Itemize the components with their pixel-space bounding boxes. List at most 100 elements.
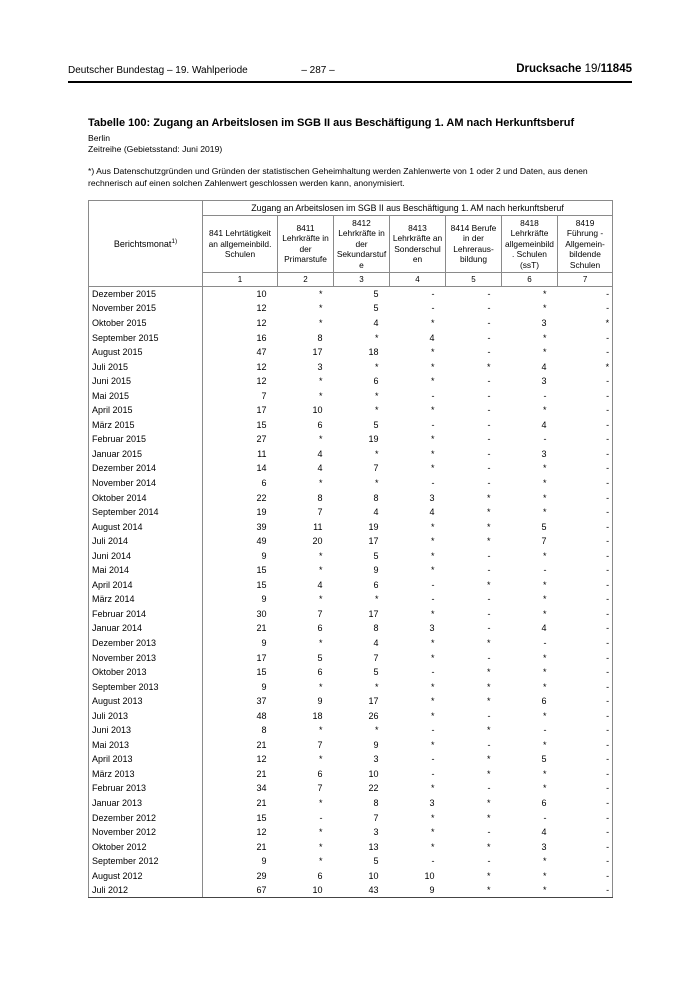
table-row: April 2015 17 10 * * - * - — [88, 402, 614, 418]
value-cell: - — [543, 390, 547, 401]
table-body: Dezember 2015 10 * 5- - * - November 2015 12 * 5- -… — [88, 286, 614, 899]
value-cell: - — [557, 853, 614, 869]
value-cell: * — [318, 434, 323, 445]
table-row: August 2015 47 17 18 * - * - — [88, 344, 614, 360]
value-cell: 19 — [202, 504, 278, 520]
value-cell: 37 — [202, 693, 278, 709]
value-cell: * — [542, 332, 547, 343]
month-cell: Dezember 2012 — [88, 810, 203, 825]
value-cell: 26 — [368, 710, 379, 721]
value-cell: 8 — [317, 332, 323, 343]
value-cell: * — [542, 783, 547, 794]
column-number: 4 — [389, 272, 446, 288]
month-cell: Dezember 2013 — [88, 635, 203, 651]
month-cell: Januar 2013 — [88, 795, 203, 811]
value-cell: - — [487, 317, 491, 328]
value-cell: * — [374, 361, 379, 372]
value-cell: 67 — [202, 883, 278, 899]
value-cell: 3 — [541, 841, 547, 852]
value-cell: * — [542, 550, 547, 561]
value-cell: 13 — [368, 841, 379, 852]
value-cell: * — [486, 681, 491, 692]
value-cell: 18 — [312, 710, 323, 721]
value-cell: 5 — [373, 667, 379, 678]
value-cell: - — [557, 606, 614, 622]
table-row: November 2015 12 * 5- - * - — [88, 301, 614, 316]
value-cell: - — [557, 693, 614, 709]
value-cell: - — [487, 419, 491, 430]
value-cell: 12 — [202, 752, 278, 767]
month-cell: Mai 2014 — [88, 562, 203, 578]
value-cell: * — [318, 754, 323, 765]
value-cell: 17 — [368, 696, 379, 707]
value-cell: - — [487, 783, 491, 794]
value-cell: * — [318, 637, 323, 648]
value-cell: - — [487, 405, 491, 416]
value-cell: 21 — [202, 839, 278, 854]
drucksache-number: 11845 — [600, 63, 632, 75]
value-cell: 9 — [373, 565, 379, 576]
value-cell: * — [430, 696, 435, 707]
value-cell: * — [318, 594, 323, 605]
table-row: Juli 2015 12 3 * * * 4 * — [88, 359, 614, 374]
value-cell: - — [487, 347, 491, 358]
value-cell: * — [430, 347, 435, 358]
value-cell: * — [486, 768, 491, 779]
value-cell: - — [487, 477, 491, 488]
table-row: Oktober 2013 15 6 5- * * - — [88, 664, 614, 680]
month-cell: August 2014 — [88, 519, 203, 534]
table-row: September 2012 9 * 5- - * - — [88, 853, 614, 869]
value-cell: - — [557, 548, 614, 563]
month-cell: September 2013 — [88, 679, 203, 694]
value-cell: - — [543, 725, 547, 736]
month-cell: Juni 2013 — [88, 723, 203, 738]
value-cell: 4 — [317, 448, 323, 459]
value-cell: 5 — [373, 856, 379, 867]
value-cell: 5 — [373, 419, 379, 430]
value-cell: * — [557, 315, 614, 331]
value-cell: * — [374, 405, 379, 416]
value-cell: 8 — [317, 492, 323, 503]
value-cell: * — [486, 696, 491, 707]
value-cell: 6 — [373, 376, 379, 387]
value-cell: - — [557, 504, 614, 520]
value-cell: 19 — [368, 434, 379, 445]
value-cell: - — [557, 461, 614, 476]
value-cell: 12 — [202, 315, 278, 331]
value-cell: 4 — [541, 361, 547, 372]
month-cell: April 2013 — [88, 752, 203, 767]
value-cell: - — [431, 419, 435, 430]
value-cell: - — [543, 812, 547, 823]
value-cell: * — [486, 754, 491, 765]
value-cell: * — [430, 376, 435, 387]
value-cell: 12 — [202, 301, 278, 316]
value-cell: - — [319, 812, 323, 823]
month-cell: Oktober 2014 — [88, 490, 203, 505]
month-cell: November 2013 — [88, 650, 203, 665]
value-cell: 18 — [368, 347, 379, 358]
value-cell: 9 — [202, 592, 278, 607]
value-cell: * — [318, 681, 323, 692]
column-number: 1 — [202, 272, 278, 288]
month-cell: November 2015 — [88, 301, 203, 316]
month-cell: Mai 2015 — [88, 388, 203, 403]
value-cell: 9 — [202, 635, 278, 651]
value-cell: - — [557, 562, 614, 578]
value-cell: - — [431, 289, 435, 300]
document-number: Drucksache 19/11845 — [516, 63, 632, 75]
value-cell: - — [487, 463, 491, 474]
month-cell: August 2012 — [88, 868, 203, 884]
table-row: März 2014 9 * * - - * - — [88, 592, 614, 607]
value-cell: 3 — [373, 827, 379, 838]
value-cell: * — [430, 739, 435, 750]
value-cell: - — [557, 373, 614, 389]
value-cell: * — [430, 637, 435, 648]
value-cell: - — [557, 577, 614, 593]
statistics-table: Berichtsmonat1) Zugang an Arbeitslosen i… — [88, 199, 614, 899]
value-cell: - — [487, 332, 491, 343]
value-cell: - — [557, 621, 614, 636]
table-row: Dezember 2012 15-7 * * - - — [88, 810, 614, 825]
value-cell: 6 — [317, 419, 323, 430]
value-cell: * — [486, 637, 491, 648]
value-cell: 8 — [373, 492, 379, 503]
